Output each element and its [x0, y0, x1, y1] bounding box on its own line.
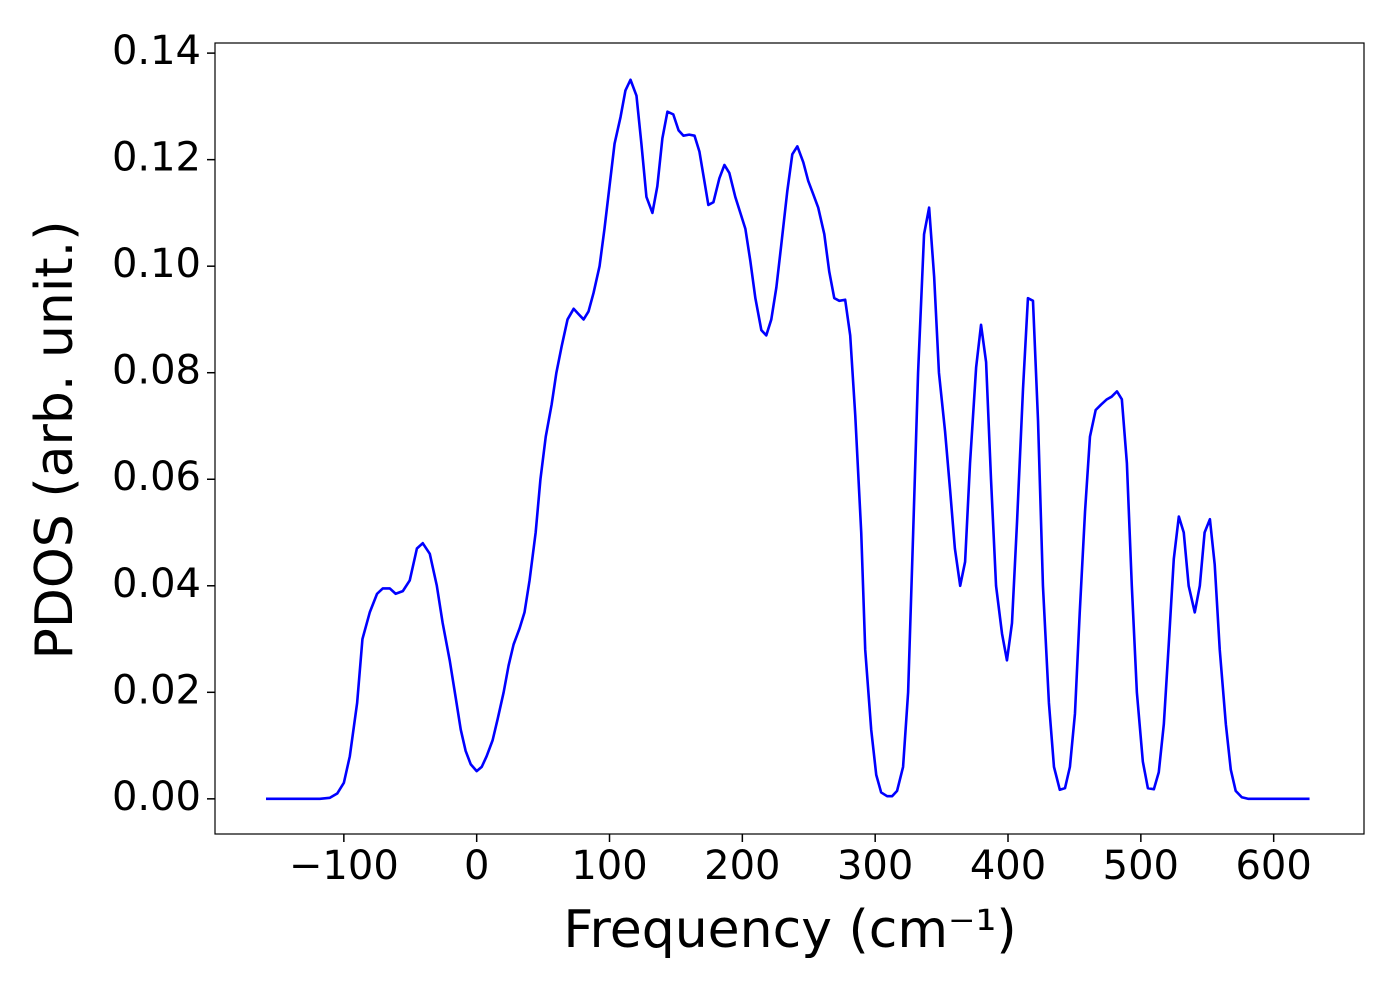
- y-tick-label: 0.06: [112, 454, 201, 500]
- x-axis-label: Frequency (cm⁻¹): [563, 900, 1016, 960]
- y-tick-label: 0.04: [112, 561, 201, 607]
- y-axis-label: PDOS (arb. unit.): [25, 220, 85, 659]
- y-tick-label: 0.10: [112, 241, 201, 287]
- x-tick-label: 300: [837, 843, 913, 889]
- x-tick-label: −100: [289, 843, 399, 889]
- plot-frame: [214, 42, 1365, 835]
- y-tick-label: 0.00: [112, 774, 201, 820]
- x-tick-label: 400: [970, 843, 1046, 889]
- y-tick-label: 0.12: [112, 135, 201, 181]
- x-tick-label: 100: [571, 843, 647, 889]
- data-line: [266, 78, 1310, 801]
- x-tick-label: 600: [1235, 843, 1311, 889]
- x-tick-label: 0: [464, 843, 489, 889]
- x-tick-label: 500: [1103, 843, 1179, 889]
- y-tick-label: 0.14: [112, 28, 201, 74]
- y-tick-label: 0.08: [112, 348, 201, 394]
- x-tick-label: 200: [704, 843, 780, 889]
- y-tick-label: 0.02: [112, 667, 201, 713]
